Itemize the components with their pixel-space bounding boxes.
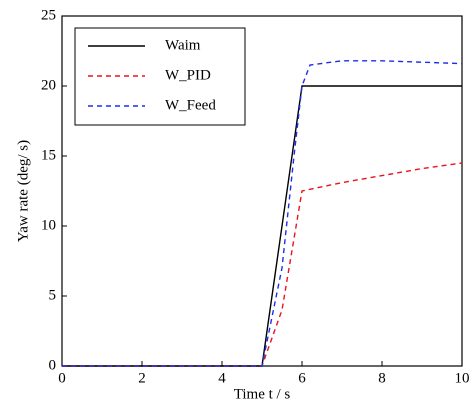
y-tick-label: 25: [41, 7, 56, 23]
x-tick-label: 6: [298, 370, 306, 386]
y-tick-label: 0: [49, 357, 57, 373]
x-tick-label: 4: [218, 370, 226, 386]
legend-label: W_PID: [165, 67, 211, 83]
x-axis-label: Time t / s: [234, 386, 291, 402]
x-tick-label: 2: [138, 370, 146, 386]
legend-label: W_Feed: [165, 97, 216, 113]
y-tick-label: 20: [41, 77, 56, 93]
series-line: [62, 60, 463, 367]
series-line: [62, 162, 463, 367]
x-tick-label: 0: [58, 370, 66, 386]
x-tick-label: 10: [455, 370, 470, 386]
y-axis-label: Yaw rate (deg/ s): [15, 140, 31, 242]
legend-label: Waim: [165, 37, 201, 53]
y-tick-label: 10: [41, 217, 56, 233]
y-tick-label: 15: [41, 147, 56, 163]
series-line: [62, 85, 462, 367]
x-tick-label: 8: [378, 370, 386, 386]
legend-box: [74, 27, 246, 126]
y-tick-label: 5: [49, 287, 57, 303]
